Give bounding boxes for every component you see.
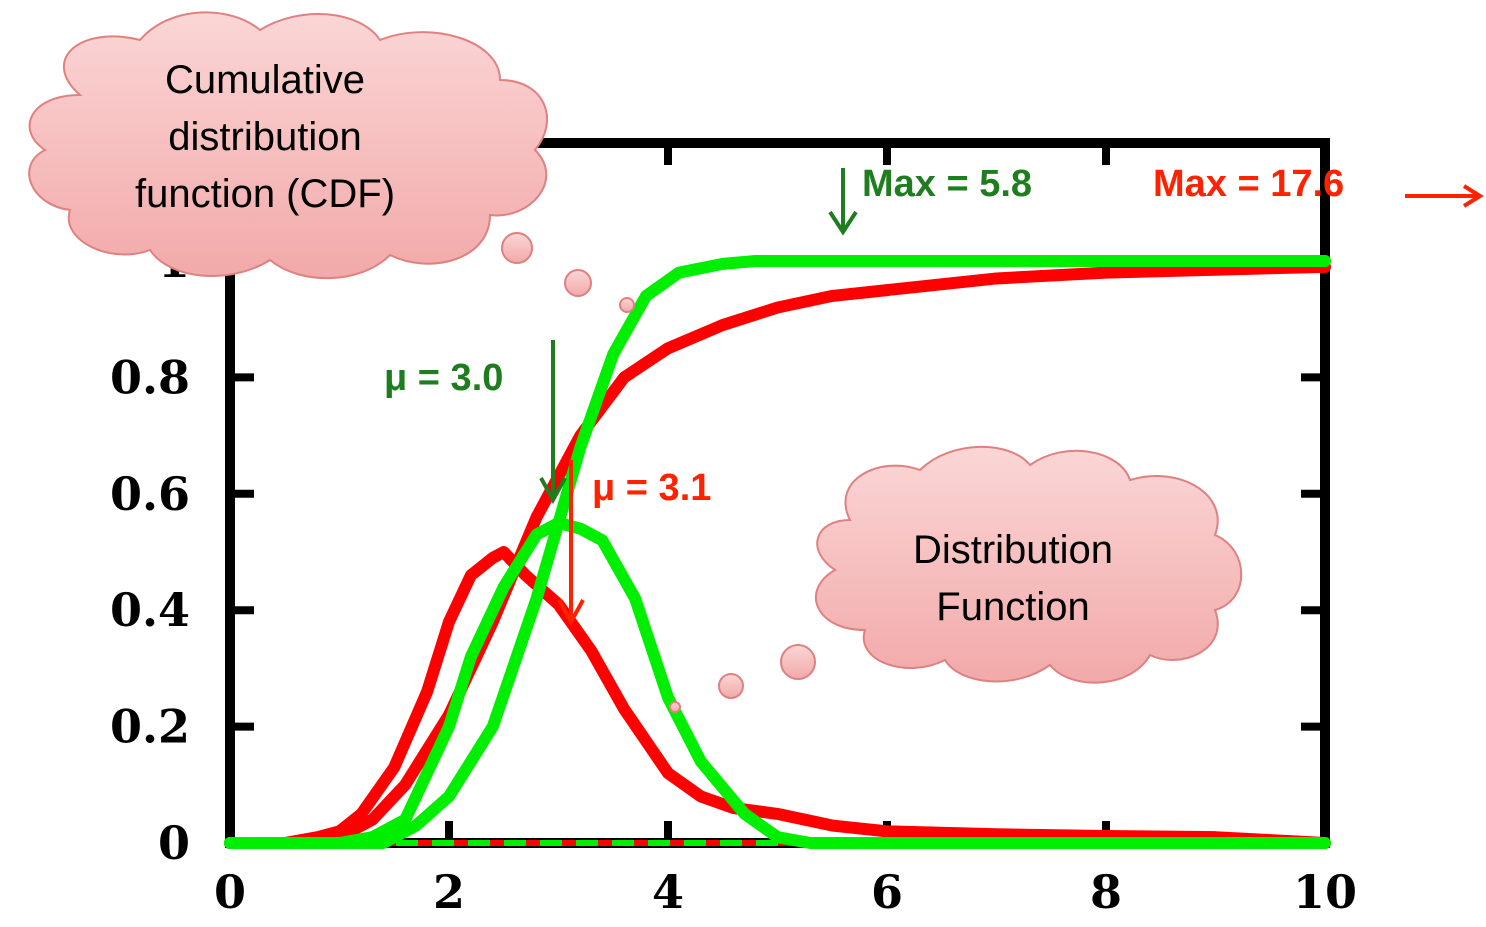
green-max-arrow-head — [828, 210, 858, 236]
red-mu-arrow-head — [557, 599, 585, 627]
cdf-cloud-bubble-2 — [564, 269, 592, 297]
pdf-cloud-bubble-1 — [780, 644, 816, 680]
pdf-cloud-shape — [815, 445, 1243, 684]
series-line-cdf-green — [224, 255, 1331, 849]
y-tick-label: 0.8 — [110, 350, 190, 404]
green-mu-arrow-head — [539, 477, 567, 505]
y-tick-label: 0.6 — [110, 467, 190, 521]
red-max-arrow-head — [1462, 184, 1484, 208]
green-max-annotation: Max = 5.8 — [828, 163, 1032, 236]
series-line-pdf-red — [224, 546, 1331, 849]
cdf-cloud-bubble-1 — [501, 232, 533, 264]
series-line-cdf-red — [224, 260, 1331, 849]
green-mu-label: μ = 3.0 — [384, 357, 503, 399]
pdf-cloud-line-1: Distribution — [913, 528, 1113, 572]
red-max-annotation: Max = 17.6 — [1153, 163, 1484, 208]
pdf-cloud-bubble-2 — [718, 673, 744, 699]
pdf-cloud-line-2: Function — [936, 585, 1089, 629]
cdf-cloud: Cumulative distribution function (CDF) — [28, 11, 635, 313]
x-tick-label: 0 — [214, 865, 246, 919]
cdf-cloud-line-2: distribution — [168, 115, 361, 159]
x-tick-label: 2 — [433, 865, 465, 919]
x-tick-label: 10 — [1293, 865, 1357, 919]
cdf-cloud-bubble-3 — [619, 297, 635, 313]
cdf-cloud-shape — [28, 11, 549, 280]
cdf-cloud-line-1: Cumulative — [165, 58, 365, 102]
x-tick-label: 4 — [652, 865, 684, 919]
pdf-cloud-bubble-3 — [669, 701, 681, 713]
cdf-cloud-line-3: function (CDF) — [135, 172, 395, 216]
red-mu-annotation: μ = 3.1 — [557, 460, 711, 627]
x-tick-label: 6 — [871, 865, 903, 919]
y-tick-label: 0.2 — [110, 700, 190, 754]
red-mu-label: μ = 3.1 — [592, 467, 711, 509]
x-tick-label: 8 — [1090, 865, 1122, 919]
pdf-cloud: Distribution Function — [669, 445, 1243, 713]
green-mu-annotation: μ = 3.0 — [384, 340, 567, 505]
green-max-label: Max = 5.8 — [862, 163, 1032, 205]
y-tick-label: 0 — [158, 816, 190, 870]
red-max-label: Max = 17.6 — [1153, 163, 1344, 205]
y-tick-label: 0.4 — [110, 583, 190, 637]
